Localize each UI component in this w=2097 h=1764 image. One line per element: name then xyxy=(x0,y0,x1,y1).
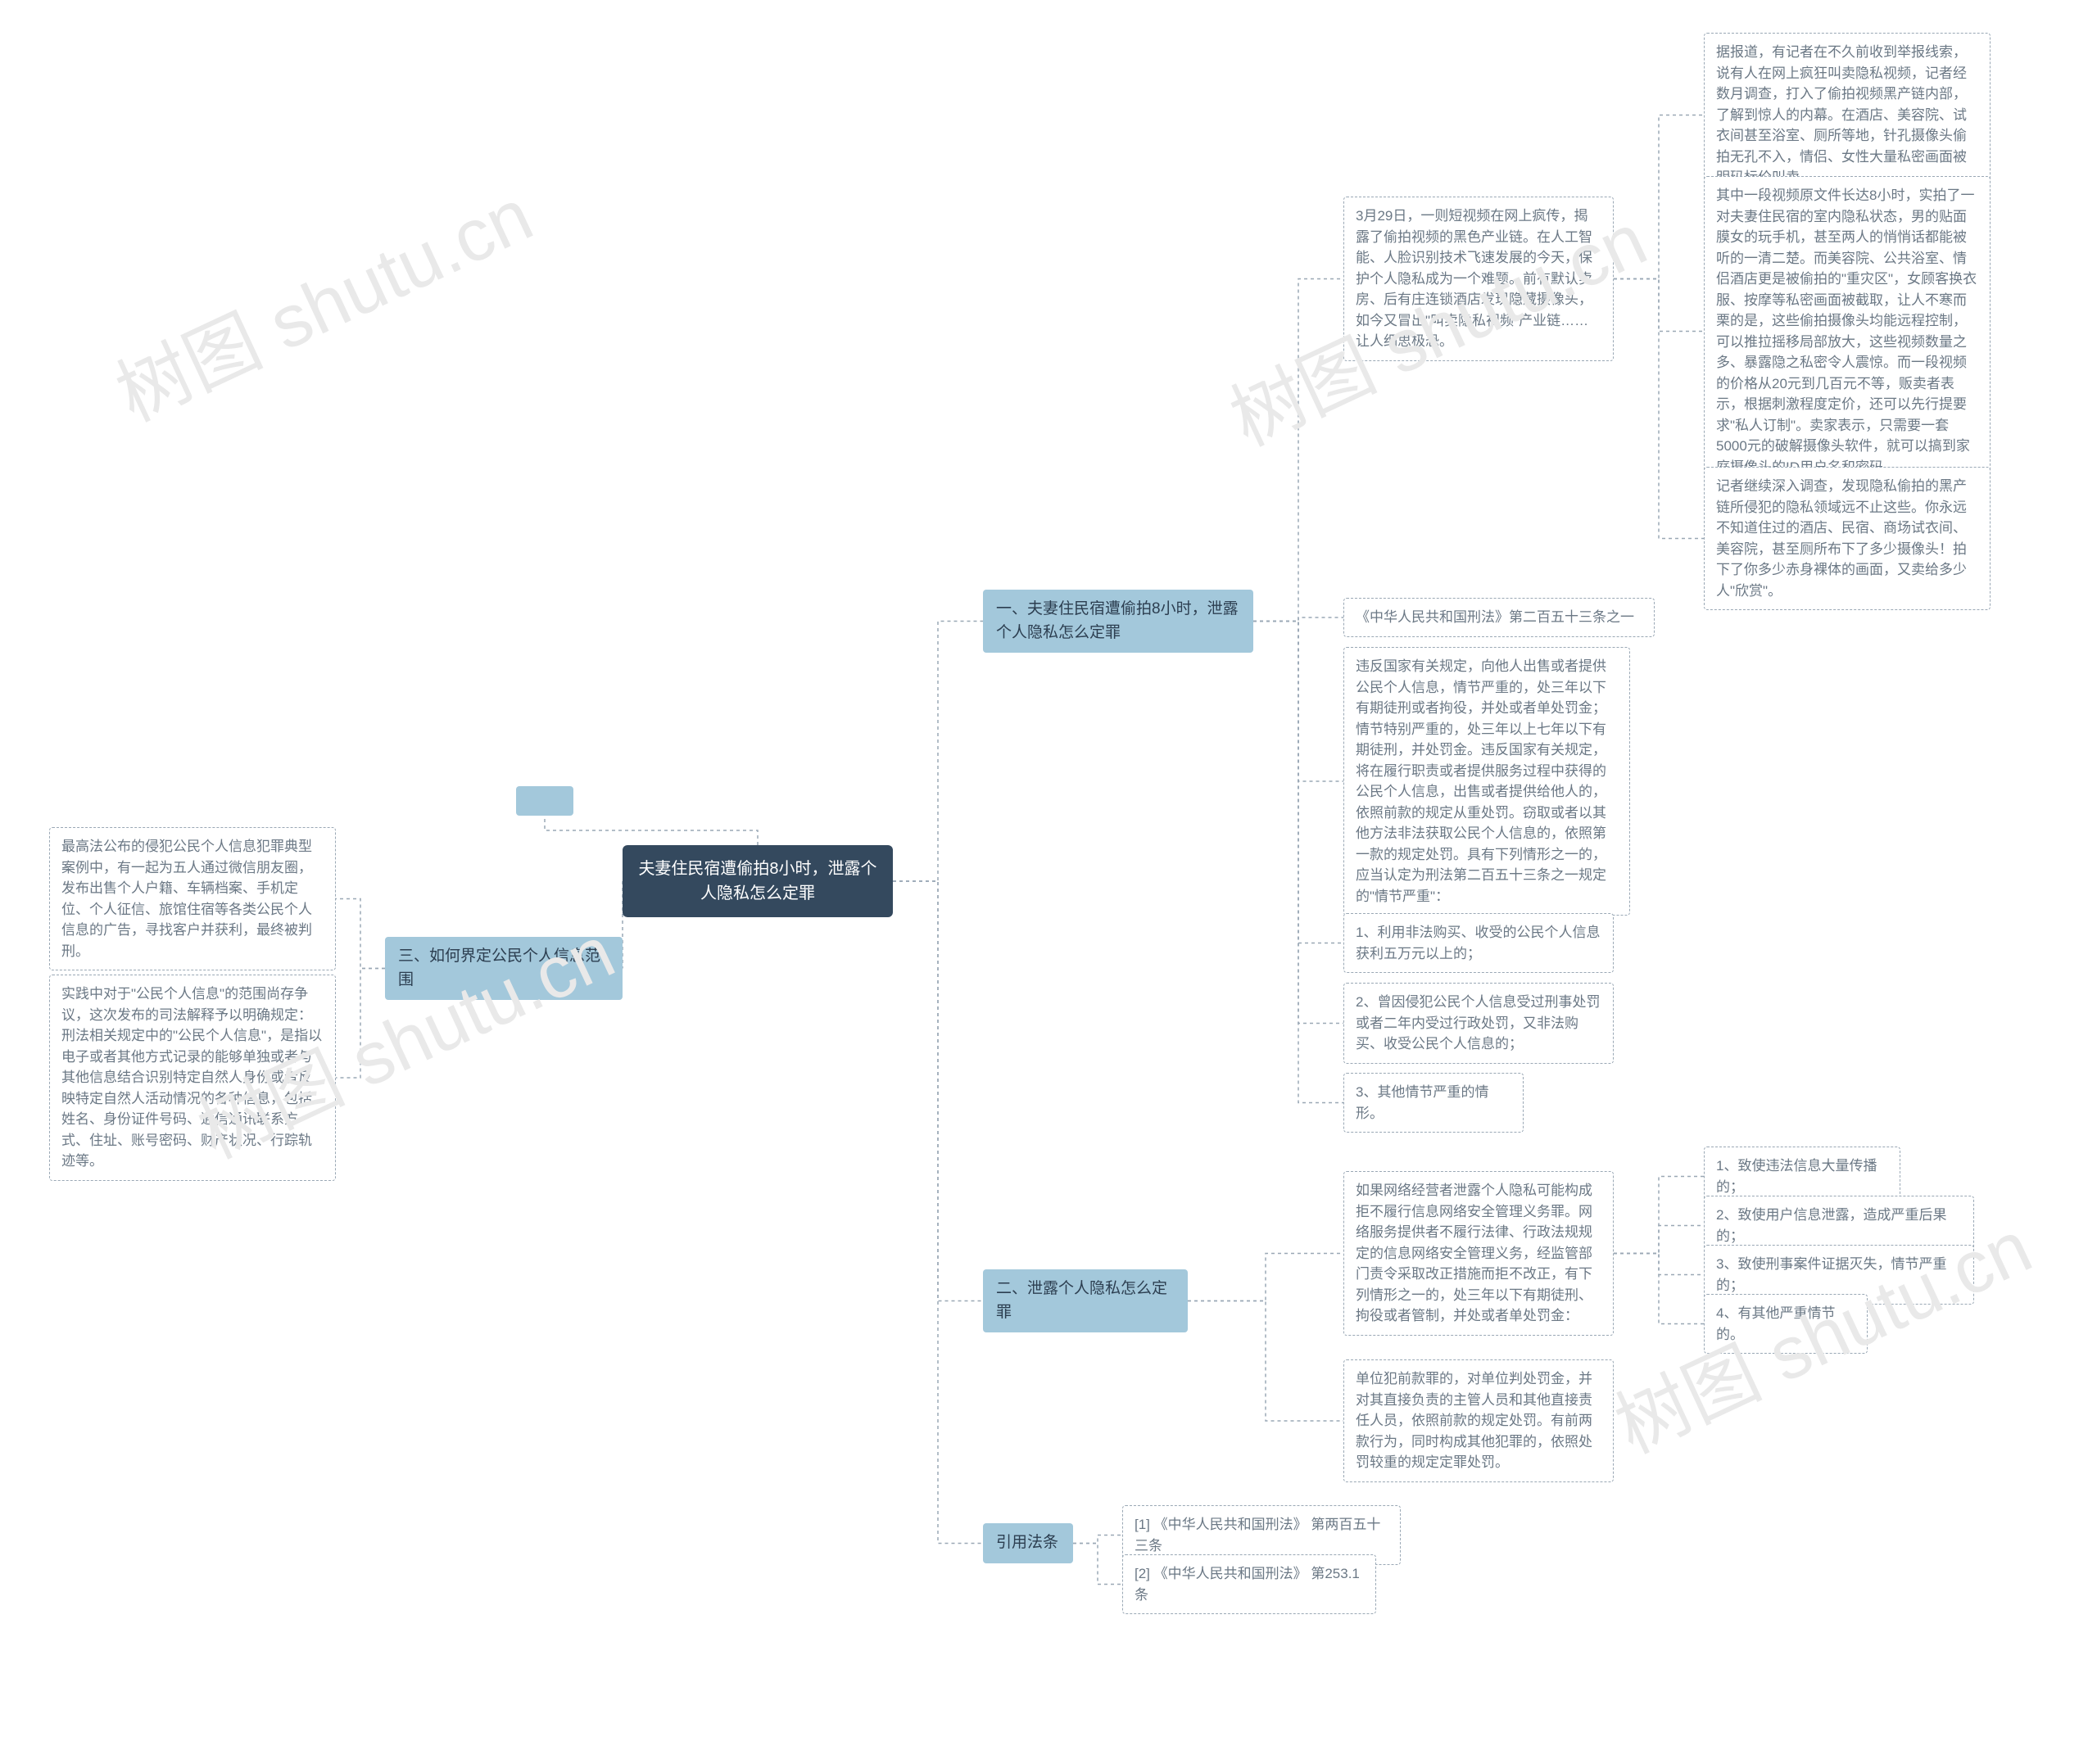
connector xyxy=(1614,1226,1704,1254)
mindmap-leaf[interactable]: 2、曾因侵犯公民个人信息受过刑事处罚或者二年内受过行政处罚，又非法购买、收受公民… xyxy=(1343,983,1614,1064)
connector xyxy=(1253,622,1343,943)
connector xyxy=(893,881,983,1544)
mindmap-leaf[interactable]: 3、其他情节严重的情形。 xyxy=(1343,1073,1524,1133)
mindmap-leaf[interactable]: 如果网络经营者泄露个人隐私可能构成拒不履行信息网络安全管理义务罪。网络服务提供者… xyxy=(1343,1171,1614,1336)
connector xyxy=(1253,622,1343,1024)
mindmap-branch[interactable]: 三、如何界定公民个人信息范围 xyxy=(385,937,623,1000)
connector xyxy=(893,622,983,882)
mindmap-leaf[interactable]: 据报道，有记者在不久前收到举报线索，说有人在网上疯狂叫卖隐私视频，记者经数月调查… xyxy=(1704,33,1991,197)
connector xyxy=(336,969,385,1079)
connector xyxy=(545,816,758,845)
mindmap-leaf[interactable]: 实践中对于"公民个人信息"的范围尚存争议，这次发布的司法解释予以明确规定：刑法相… xyxy=(49,975,336,1181)
mindmap-leaf[interactable]: 4、有其他严重情节的。 xyxy=(1704,1294,1868,1354)
connector xyxy=(1073,1544,1122,1585)
connector xyxy=(336,899,385,969)
mindmap-branch[interactable]: 引用法条 xyxy=(983,1523,1073,1563)
mindmap-leaf[interactable]: 其中一段视频原文件长达8小时，实拍了一对夫妻住民宿的室内隐私状态，男的贴面膜女的… xyxy=(1704,176,1991,486)
mindmap-leaf[interactable]: 单位犯前款罪的，对单位判处罚金，并对其直接负责的主管人员和其他直接责任人员，依照… xyxy=(1343,1359,1614,1482)
mindmap-leaf[interactable]: 最高法公布的侵犯公民个人信息犯罪典型案例中，有一起为五人通过微信朋友圈，发布出售… xyxy=(49,827,336,970)
mindmap-leaf[interactable]: 记者继续深入调查，发现隐私偷拍的黑产链所侵犯的隐私领域远不止这些。你永远不知道住… xyxy=(1704,467,1991,610)
connector xyxy=(1614,279,1704,539)
connector xyxy=(1253,617,1343,622)
connector xyxy=(1073,1536,1122,1544)
connector xyxy=(1614,1177,1704,1254)
connector xyxy=(1253,622,1343,1103)
connector xyxy=(1614,1254,1704,1324)
connector xyxy=(1614,115,1704,279)
mindmap-leaf[interactable]: 《中华人民共和国刑法》第二百五十三条之一 xyxy=(1343,598,1655,637)
mindmap-leaf[interactable]: 1、利用非法购买、收受的公民个人信息获利五万元以上的； xyxy=(1343,913,1614,973)
connector xyxy=(1188,1254,1343,1301)
mindmap-leaf[interactable]: 3月29日，一则短视频在网上疯传，揭露了偷拍视频的黑色产业链。在人工智能、人脸识… xyxy=(1343,197,1614,361)
connector xyxy=(1614,1254,1704,1275)
watermark: 树图 shutu.cn xyxy=(97,156,546,441)
connector xyxy=(1614,279,1704,332)
mindmap-branch[interactable]: 一、夫妻住民宿遭偷拍8小时，泄露个人隐私怎么定罪 xyxy=(983,590,1253,653)
connector xyxy=(1253,279,1343,622)
mindmap-leaf[interactable]: 违反国家有关规定，向他人出售或者提供公民个人信息，情节严重的，处三年以下有期徒刑… xyxy=(1343,647,1630,916)
connector xyxy=(1188,1301,1343,1422)
connector xyxy=(1253,622,1343,782)
mindmap-branch[interactable]: 二、泄露个人隐私怎么定罪 xyxy=(983,1269,1188,1332)
mindmap-leaf[interactable]: [2] 《中华人民共和国刑法》 第253.1条 xyxy=(1122,1554,1376,1614)
connector xyxy=(893,881,983,1301)
mindmap-root[interactable]: 夫妻住民宿遭偷拍8小时，泄露个人隐私怎么定罪 xyxy=(623,845,893,917)
mindmap-branch[interactable] xyxy=(516,786,573,816)
